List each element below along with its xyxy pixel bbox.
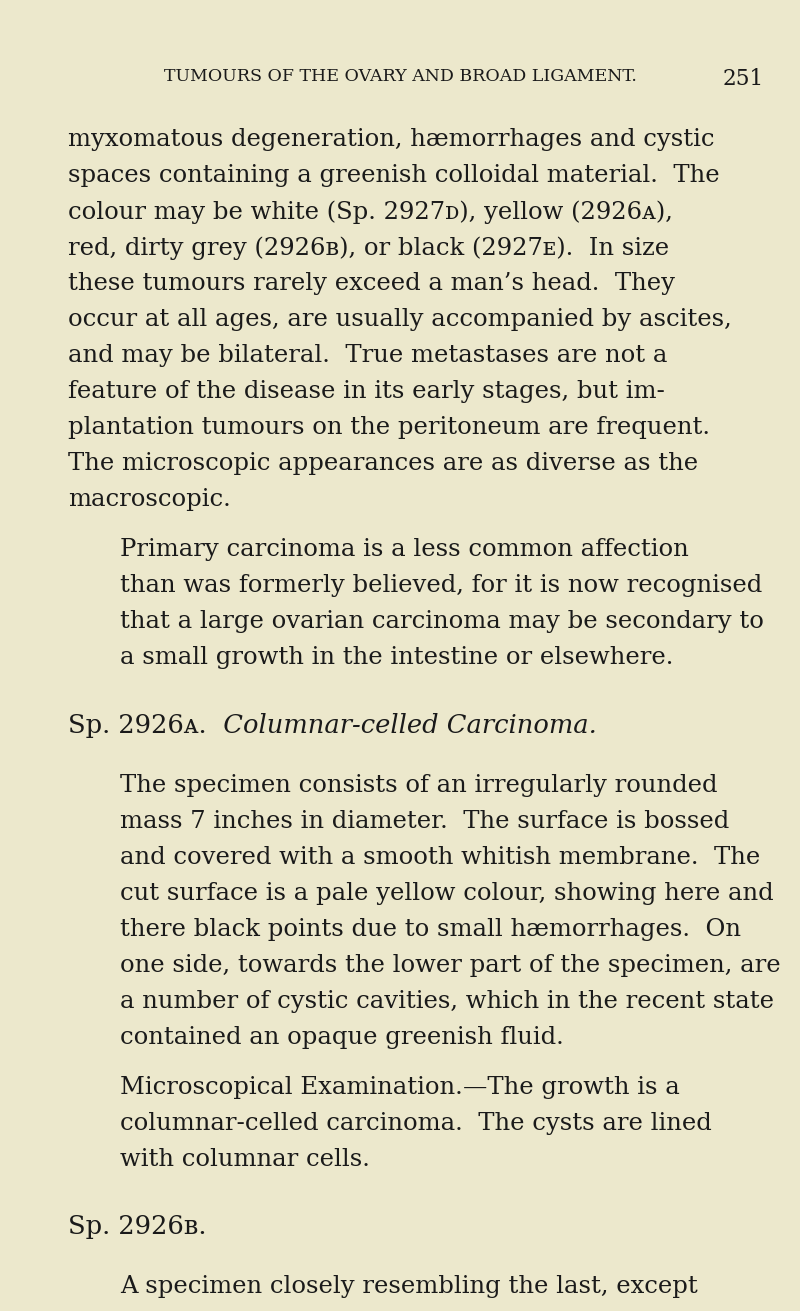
Text: Microscopical Examination.: Microscopical Examination. — [120, 1075, 462, 1099]
Text: these tumours rarely exceed a man’s head.  They: these tumours rarely exceed a man’s head… — [68, 271, 675, 295]
Text: feature of the disease in its early stages, but im-: feature of the disease in its early stag… — [68, 380, 665, 402]
Text: colour may be white (Sp. 2927ᴅ), yellow (2926ᴀ),: colour may be white (Sp. 2927ᴅ), yellow … — [68, 201, 673, 224]
Text: spaces containing a greenish colloidal material.  The: spaces containing a greenish colloidal m… — [68, 164, 720, 187]
Text: myxomatous degeneration, hæmorrhages and cystic: myxomatous degeneration, hæmorrhages and… — [68, 128, 714, 151]
Text: TUMOURS OF THE OVARY AND BROAD LIGAMENT.: TUMOURS OF THE OVARY AND BROAD LIGAMENT. — [163, 68, 637, 85]
Text: than was formerly believed, for it is now recognised: than was formerly believed, for it is no… — [120, 574, 762, 597]
Text: macroscopic.: macroscopic. — [68, 488, 230, 511]
Text: a number of cystic cavities, which in the recent state: a number of cystic cavities, which in th… — [120, 990, 774, 1012]
Text: and covered with a smooth whitish membrane.  The: and covered with a smooth whitish membra… — [120, 846, 760, 869]
Text: occur at all ages, are usually accompanied by ascites,: occur at all ages, are usually accompani… — [68, 308, 732, 330]
Text: mass 7 inches in diameter.  The surface is bossed: mass 7 inches in diameter. The surface i… — [120, 810, 730, 832]
Text: one side, towards the lower part of the specimen, are: one side, towards the lower part of the … — [120, 953, 781, 977]
Text: and may be bilateral.  True metastases are not a: and may be bilateral. True metastases ar… — [68, 343, 667, 367]
Text: Sp. 2926ʙ.: Sp. 2926ʙ. — [68, 1214, 206, 1239]
Text: plantation tumours on the peritoneum are frequent.: plantation tumours on the peritoneum are… — [68, 416, 710, 439]
Text: columnar-celled carcinoma.  The cysts are lined: columnar-celled carcinoma. The cysts are… — [120, 1112, 712, 1134]
Text: —The growth is a: —The growth is a — [462, 1075, 679, 1099]
Text: there black points due to small hæmorrhages.  On: there black points due to small hæmorrha… — [120, 918, 741, 940]
Text: contained an opaque greenish fluid.: contained an opaque greenish fluid. — [120, 1025, 564, 1049]
Text: 251: 251 — [723, 68, 764, 90]
Text: a small growth in the intestine or elsewhere.: a small growth in the intestine or elsew… — [120, 646, 674, 669]
Text: A specimen closely resembling the last, except: A specimen closely resembling the last, … — [120, 1276, 698, 1298]
Text: red, dirty grey (2926ʙ), or black (2927ᴇ).  In size: red, dirty grey (2926ʙ), or black (2927ᴇ… — [68, 236, 669, 260]
Text: cut surface is a pale yellow colour, showing here and: cut surface is a pale yellow colour, sho… — [120, 881, 774, 905]
Text: Sp. 2926ᴀ.: Sp. 2926ᴀ. — [68, 713, 206, 738]
Text: Primary carcinoma is a less common affection: Primary carcinoma is a less common affec… — [120, 538, 689, 561]
Text: with columnar cells.: with columnar cells. — [120, 1147, 370, 1171]
Text: Columnar-celled Carcinoma.: Columnar-celled Carcinoma. — [206, 713, 596, 738]
Text: that a large ovarian carcinoma may be secondary to: that a large ovarian carcinoma may be se… — [120, 610, 764, 633]
Text: The specimen consists of an irregularly rounded: The specimen consists of an irregularly … — [120, 773, 718, 797]
Text: The microscopic appearances are as diverse as the: The microscopic appearances are as diver… — [68, 452, 698, 475]
